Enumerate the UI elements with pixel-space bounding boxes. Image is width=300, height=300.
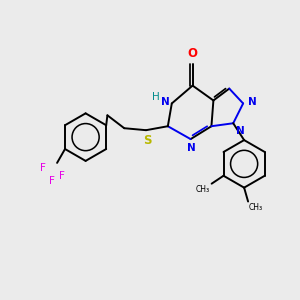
Text: N: N xyxy=(187,143,196,153)
Text: O: O xyxy=(188,47,198,60)
Text: CH₃: CH₃ xyxy=(196,185,210,194)
Text: N: N xyxy=(161,98,170,107)
Text: F: F xyxy=(40,163,46,173)
Text: N: N xyxy=(236,126,245,136)
Text: CH₃: CH₃ xyxy=(249,203,263,212)
Text: N: N xyxy=(248,98,257,107)
Text: S: S xyxy=(143,134,151,147)
Text: F: F xyxy=(59,171,65,181)
Text: H: H xyxy=(152,92,160,101)
Text: F: F xyxy=(49,176,55,186)
